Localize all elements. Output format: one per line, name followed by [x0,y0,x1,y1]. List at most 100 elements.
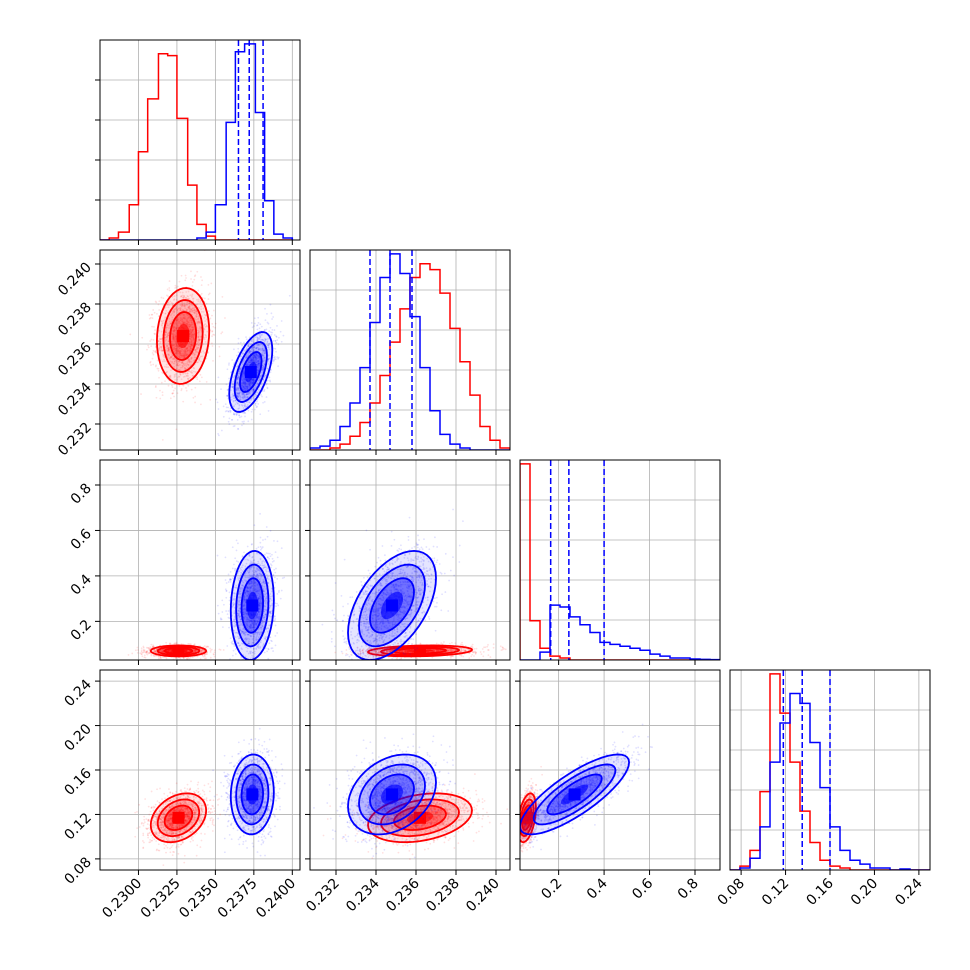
scatter-point [175,327,178,329]
scatter-point [177,375,180,378]
contour-blue [228,331,274,413]
scatter-point [168,643,171,646]
scatter-point [266,344,269,347]
scatter-point [177,290,180,293]
scatter-point [245,393,248,396]
scatter-point [208,292,211,295]
scatter-point [257,403,260,405]
scatter-point [194,371,197,373]
scatter-point [187,306,190,309]
scatter-point [249,350,251,353]
scatter-point [192,339,195,341]
scatter-point [277,357,279,360]
scatter-point [195,316,198,318]
scatter-point [279,330,282,333]
scatter-point [181,348,184,351]
scatter-point [251,388,254,391]
scatter-point [217,432,220,435]
scatter-point [212,359,214,362]
scatter-point [186,317,189,320]
scatter-point [165,336,167,339]
scatter-point [237,387,240,390]
scatter-point [179,322,181,325]
scatter-point [158,376,160,379]
scatter-point [186,649,189,652]
scatter-point [259,512,261,515]
scatter-point [268,611,271,614]
scatter-point [253,626,256,629]
scatter-point [167,350,170,353]
scatter-point [174,375,177,377]
scatter-point [251,396,254,399]
scatter-point [189,294,192,297]
scatter-point [170,322,172,325]
scatter-point [203,653,206,656]
scatter-point [256,362,259,365]
scatter-point [262,365,265,368]
scatter-point [257,628,260,631]
scatter-point [246,385,249,388]
scatter-point [165,309,168,312]
scatter-point [159,338,161,341]
scatter-point [254,584,256,587]
scatter-point [238,392,241,394]
scatter-point [154,350,156,353]
scatter-point [181,361,184,364]
scatter-point [253,408,256,411]
scatter-point [182,352,184,355]
scatter-point [150,338,153,341]
scatter-point [262,354,264,357]
scatter-point [188,358,191,361]
scatter-point [249,382,252,385]
scatter-point [169,300,172,303]
scatter-point [227,406,230,409]
scatter-point [182,376,185,378]
scatter-point [168,304,171,307]
scatter-point [174,329,177,332]
scatter-point [237,342,240,345]
scatter-point [191,334,193,337]
scatter-point [198,338,201,341]
scatter-point [251,360,254,363]
scatter-point [243,394,246,397]
scatter-point [173,360,176,363]
scatter-point [241,376,244,379]
scatter-point [205,657,207,660]
scatter-point [197,344,200,346]
scatter-point [188,305,191,308]
scatter-point [183,303,186,306]
scatter-point [253,378,256,381]
scatter-point [243,607,246,610]
scatter-point [192,396,195,399]
scatter-point [241,392,244,394]
scatter-point [169,357,172,359]
scatter-point [191,369,193,372]
scatter-point [239,597,241,599]
scatter-point [188,302,191,305]
scatter-point [194,356,197,359]
scatter-point [251,388,254,391]
scatter-point [174,657,177,660]
scatter-point [174,284,177,287]
scatter-point [192,334,195,337]
scatter-point [204,333,207,336]
scatter-point [143,654,146,657]
scatter-point [171,304,174,307]
scatter-point [257,333,260,336]
scatter-point [170,333,173,336]
scatter-point [177,360,180,363]
scatter-point [222,415,225,418]
scatter-point [238,398,241,401]
histogram-red [100,52,293,240]
scatter-point [189,349,191,352]
scatter-point [145,652,148,655]
scatter-point [190,343,193,345]
scatter-point [199,658,202,660]
scatter-point [192,370,195,373]
scatter-point [182,372,185,375]
scatter-point [255,353,258,356]
scatter-point [200,305,203,308]
scatter-point [172,336,175,339]
scatter-point [250,361,252,364]
scatter-point [188,316,191,319]
